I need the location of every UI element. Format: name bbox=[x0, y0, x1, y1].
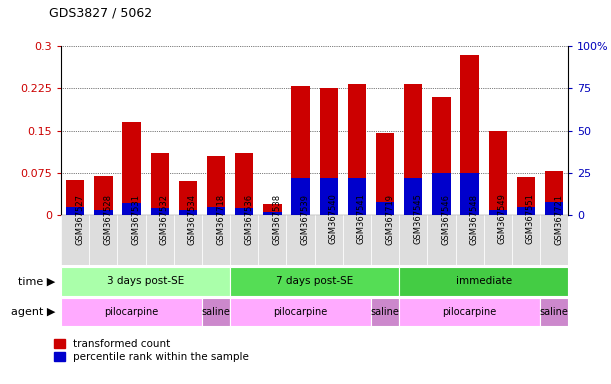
Text: GSM367718: GSM367718 bbox=[216, 194, 225, 245]
Text: GSM367539: GSM367539 bbox=[301, 194, 310, 245]
Text: pilocarpine: pilocarpine bbox=[442, 307, 497, 317]
Text: time ▶: time ▶ bbox=[18, 276, 55, 286]
Text: GSM367536: GSM367536 bbox=[244, 194, 253, 245]
Text: GSM367531: GSM367531 bbox=[131, 194, 141, 245]
Bar bbox=[291, 178, 310, 215]
Bar bbox=[517, 207, 535, 215]
Bar bbox=[376, 202, 394, 215]
Bar bbox=[202, 298, 230, 326]
Text: GSM367541: GSM367541 bbox=[357, 194, 366, 245]
Bar bbox=[433, 173, 450, 215]
Bar bbox=[66, 207, 84, 215]
Bar bbox=[263, 212, 282, 215]
Text: 3 days post-SE: 3 days post-SE bbox=[107, 276, 185, 286]
Text: saline: saline bbox=[202, 307, 230, 317]
Bar bbox=[61, 267, 230, 296]
Bar bbox=[89, 215, 117, 265]
Text: GSM367534: GSM367534 bbox=[188, 194, 197, 245]
Bar bbox=[61, 298, 202, 326]
Text: GSM367538: GSM367538 bbox=[273, 194, 282, 245]
Bar bbox=[371, 298, 399, 326]
Bar bbox=[122, 122, 141, 215]
Text: GSM367719: GSM367719 bbox=[385, 194, 394, 245]
Legend: transformed count, percentile rank within the sample: transformed count, percentile rank withi… bbox=[54, 339, 249, 362]
Bar bbox=[66, 180, 84, 215]
Bar bbox=[291, 86, 310, 215]
Bar bbox=[343, 215, 371, 265]
Bar bbox=[320, 178, 338, 215]
Bar bbox=[263, 204, 282, 215]
Text: GSM367532: GSM367532 bbox=[159, 194, 169, 245]
Bar bbox=[258, 215, 287, 265]
Bar bbox=[545, 171, 563, 215]
Bar bbox=[117, 215, 145, 265]
Text: GDS3827 / 5062: GDS3827 / 5062 bbox=[49, 6, 152, 19]
Text: saline: saline bbox=[371, 307, 400, 317]
Bar bbox=[145, 215, 174, 265]
Bar bbox=[540, 298, 568, 326]
Bar bbox=[202, 215, 230, 265]
Bar bbox=[230, 298, 371, 326]
Bar bbox=[230, 267, 399, 296]
Bar bbox=[348, 84, 366, 215]
Text: GSM367540: GSM367540 bbox=[329, 194, 338, 245]
Bar bbox=[404, 84, 422, 215]
Bar bbox=[235, 208, 254, 215]
Bar bbox=[179, 181, 197, 215]
Bar bbox=[399, 215, 427, 265]
Bar bbox=[207, 207, 225, 215]
Text: agent ▶: agent ▶ bbox=[10, 307, 55, 317]
Bar bbox=[348, 178, 366, 215]
Bar bbox=[174, 215, 202, 265]
Text: GSM367545: GSM367545 bbox=[413, 194, 422, 245]
Text: pilocarpine: pilocarpine bbox=[274, 307, 327, 317]
Bar bbox=[456, 215, 484, 265]
Bar bbox=[61, 215, 89, 265]
Bar bbox=[150, 208, 169, 215]
Text: immediate: immediate bbox=[456, 276, 512, 286]
Text: GSM367548: GSM367548 bbox=[470, 194, 478, 245]
Bar bbox=[433, 97, 450, 215]
Bar bbox=[540, 215, 568, 265]
Bar bbox=[94, 210, 112, 215]
Text: GSM367546: GSM367546 bbox=[441, 194, 450, 245]
Text: GSM367721: GSM367721 bbox=[554, 194, 563, 245]
Text: pilocarpine: pilocarpine bbox=[104, 307, 159, 317]
Bar bbox=[207, 156, 225, 215]
Bar bbox=[545, 202, 563, 215]
Bar bbox=[484, 215, 512, 265]
Bar bbox=[94, 175, 112, 215]
Bar bbox=[517, 177, 535, 215]
Bar bbox=[512, 215, 540, 265]
Bar bbox=[399, 298, 540, 326]
Text: saline: saline bbox=[540, 307, 569, 317]
Text: GSM367549: GSM367549 bbox=[498, 194, 507, 245]
Bar bbox=[489, 210, 507, 215]
Bar bbox=[427, 215, 456, 265]
Text: GSM367528: GSM367528 bbox=[103, 194, 112, 245]
Bar bbox=[371, 215, 399, 265]
Bar bbox=[315, 215, 343, 265]
Bar bbox=[150, 153, 169, 215]
Bar bbox=[376, 133, 394, 215]
Text: 7 days post-SE: 7 days post-SE bbox=[276, 276, 353, 286]
Bar bbox=[230, 215, 258, 265]
Bar bbox=[461, 55, 479, 215]
Bar bbox=[404, 178, 422, 215]
Bar bbox=[287, 215, 315, 265]
Bar bbox=[235, 153, 254, 215]
Bar bbox=[320, 88, 338, 215]
Bar bbox=[489, 131, 507, 215]
Bar bbox=[399, 267, 568, 296]
Text: GSM367527: GSM367527 bbox=[75, 194, 84, 245]
Text: GSM367551: GSM367551 bbox=[526, 194, 535, 245]
Bar bbox=[179, 210, 197, 215]
Bar bbox=[122, 203, 141, 215]
Bar bbox=[461, 173, 479, 215]
